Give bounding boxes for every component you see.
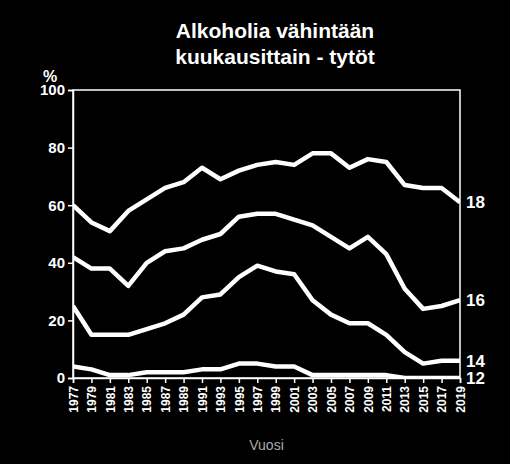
series-label: 16: [466, 291, 485, 310]
x-tick: 2001: [288, 378, 302, 413]
x-tick-label: 2013: [398, 386, 412, 413]
x-tick-label: 2007: [343, 386, 357, 413]
y-tick-label: 80: [48, 139, 65, 156]
title-line: kuukausittain - tytöt: [175, 45, 375, 68]
x-tick: 1981: [104, 378, 118, 413]
x-tick-label: 1981: [104, 386, 118, 413]
x-tick-label: 1989: [177, 386, 191, 413]
x-tick: 2007: [343, 378, 357, 413]
y-tick: 0: [57, 369, 73, 386]
x-tick: 2015: [417, 378, 431, 413]
series-line: [73, 364, 460, 378]
x-tick-label: 1993: [214, 386, 228, 413]
series-label: 12: [466, 369, 485, 388]
x-tick-label: 1995: [233, 386, 247, 413]
x-tick: 1985: [140, 378, 154, 413]
x-tick-label: 2011: [380, 386, 394, 412]
y-tick: 80: [48, 139, 73, 156]
x-tick: 1979: [85, 378, 99, 413]
series-label: 18: [466, 193, 485, 212]
x-tick: 2017: [435, 378, 449, 413]
x-tick-label: 1999: [269, 386, 283, 413]
x-tick: 1997: [251, 378, 265, 413]
y-tick: 60: [48, 197, 73, 214]
y-tick: 20: [48, 312, 73, 329]
x-tick: 1977: [67, 378, 81, 413]
y-axis: 020406080100: [40, 81, 74, 386]
x-tick-label: 1991: [196, 386, 210, 413]
y-tick-label: 20: [48, 312, 65, 329]
x-tick: 1983: [122, 378, 136, 413]
x-tick-label: 2001: [288, 386, 302, 413]
y-tick-label: 40: [48, 254, 65, 271]
plot: 0204060801001977197919811983198519871989…: [40, 81, 485, 412]
x-axis-line: [74, 379, 461, 384]
x-tick-label: 2015: [417, 386, 431, 413]
x-tick: 2011: [380, 378, 394, 412]
x-tick: 1999: [269, 378, 283, 413]
chart: Alkoholia vähintään kuukausittain - tytöt…: [0, 0, 510, 464]
lines: [73, 153, 460, 378]
x-tick-label: 2009: [362, 386, 376, 413]
x-tick: 2013: [398, 378, 412, 413]
x-tick-label: 1979: [85, 386, 99, 413]
x-tick-label: 2019: [454, 386, 468, 413]
background: [0, 0, 510, 464]
x-tick-label: 1987: [159, 386, 173, 413]
x-tick: 1993: [214, 378, 228, 413]
x-tick-label: 2005: [325, 386, 339, 413]
x-tick-label: 1983: [122, 386, 136, 413]
y-tick-label: 60: [48, 197, 65, 214]
x-axis: 1977 1979 1981 1983 1985 1987 1989 1991 1993 1995…: [67, 378, 468, 413]
x-tick-label: 2017: [435, 386, 449, 413]
series-line: [73, 214, 460, 309]
title: Alkoholia vähintään kuukausittain - tytöt: [175, 19, 375, 68]
x-tick: 2005: [325, 378, 339, 413]
x-tick: 1989: [177, 378, 191, 413]
x-tick-label: 2003: [306, 386, 320, 413]
y-tick-label: 0: [57, 369, 65, 386]
title-line: Alkoholia vähintään: [176, 19, 374, 42]
x-tick: 1987: [159, 378, 173, 413]
y-tick: 40: [48, 254, 73, 271]
x-tick: 2009: [362, 378, 376, 413]
series-line: [73, 153, 460, 231]
x-tick: 2003: [306, 378, 320, 413]
x-tick: 1995: [233, 378, 247, 413]
series-label: 14: [466, 352, 485, 371]
x-tick: 1991: [196, 378, 210, 413]
y-axis-title: %: [43, 68, 57, 85]
plot-frame: [73, 90, 460, 378]
x-axis-title: Vuosi: [249, 437, 284, 453]
x-tick-label: 1977: [67, 386, 81, 413]
x-tick-label: 1985: [140, 386, 154, 413]
x-tick-label: 1997: [251, 386, 265, 413]
series-line: [73, 266, 460, 364]
